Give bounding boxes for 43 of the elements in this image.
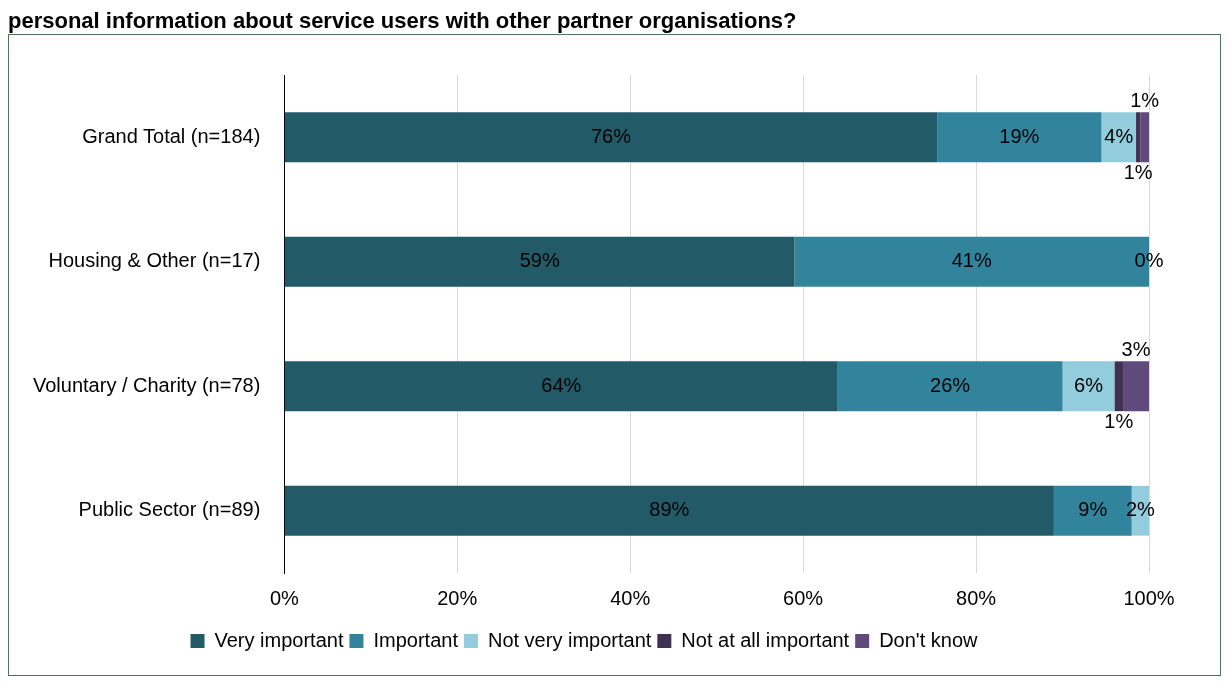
y-tick-label: Grand Total (n=184) (82, 124, 261, 147)
data-label: 41% (951, 249, 992, 272)
data-label: 59% (519, 249, 560, 272)
bar (284, 361, 838, 412)
data-label: 26% (930, 373, 971, 396)
data-label: 6% (1074, 373, 1104, 396)
data-label: 1% (1123, 160, 1153, 183)
bar (1123, 361, 1149, 412)
legend-label: Not very important (487, 628, 652, 651)
data-label: 76% (590, 124, 632, 147)
bar (1140, 112, 1149, 163)
data-label: 2% (1125, 498, 1156, 521)
bar (284, 485, 1054, 536)
x-tick-label: 40% (610, 586, 651, 609)
bar (1136, 112, 1141, 163)
x-tick-label: 60% (783, 586, 824, 609)
x-tick-label: 0% (269, 586, 299, 609)
chart-title: personal information about service users with other partner organisations? (8, 8, 798, 34)
x-tick-label: 20% (437, 586, 478, 609)
x-tick-label: 80% (956, 586, 997, 609)
bar (1101, 112, 1137, 163)
bar (284, 236, 795, 287)
data-label: 89% (649, 498, 690, 521)
bar (284, 112, 938, 163)
y-tick-label: Voluntary / Charity (n=78) (32, 373, 261, 396)
data-label: 9% (1078, 498, 1108, 521)
bar (837, 361, 1063, 412)
y-tick-label: Housing & Other (n=17) (48, 249, 261, 272)
bar (1114, 361, 1124, 412)
x-tick-label: 100% (1123, 586, 1175, 609)
legend-label: Don't know (879, 628, 979, 651)
data-label: 64% (541, 373, 582, 396)
data-label: 19% (999, 124, 1040, 147)
bar (937, 112, 1102, 163)
legend-label: Important (373, 628, 459, 651)
legend-label: Very important (214, 628, 344, 651)
data-label: 4% (1104, 124, 1134, 147)
bar (1062, 361, 1115, 412)
data-label: 1% (1104, 409, 1134, 432)
data-label: 3% (1121, 337, 1151, 360)
legend-label: Not at all important (681, 628, 850, 651)
data-label: 1% (1130, 88, 1160, 111)
y-tick-label: Public Sector (n=89) (78, 498, 261, 521)
